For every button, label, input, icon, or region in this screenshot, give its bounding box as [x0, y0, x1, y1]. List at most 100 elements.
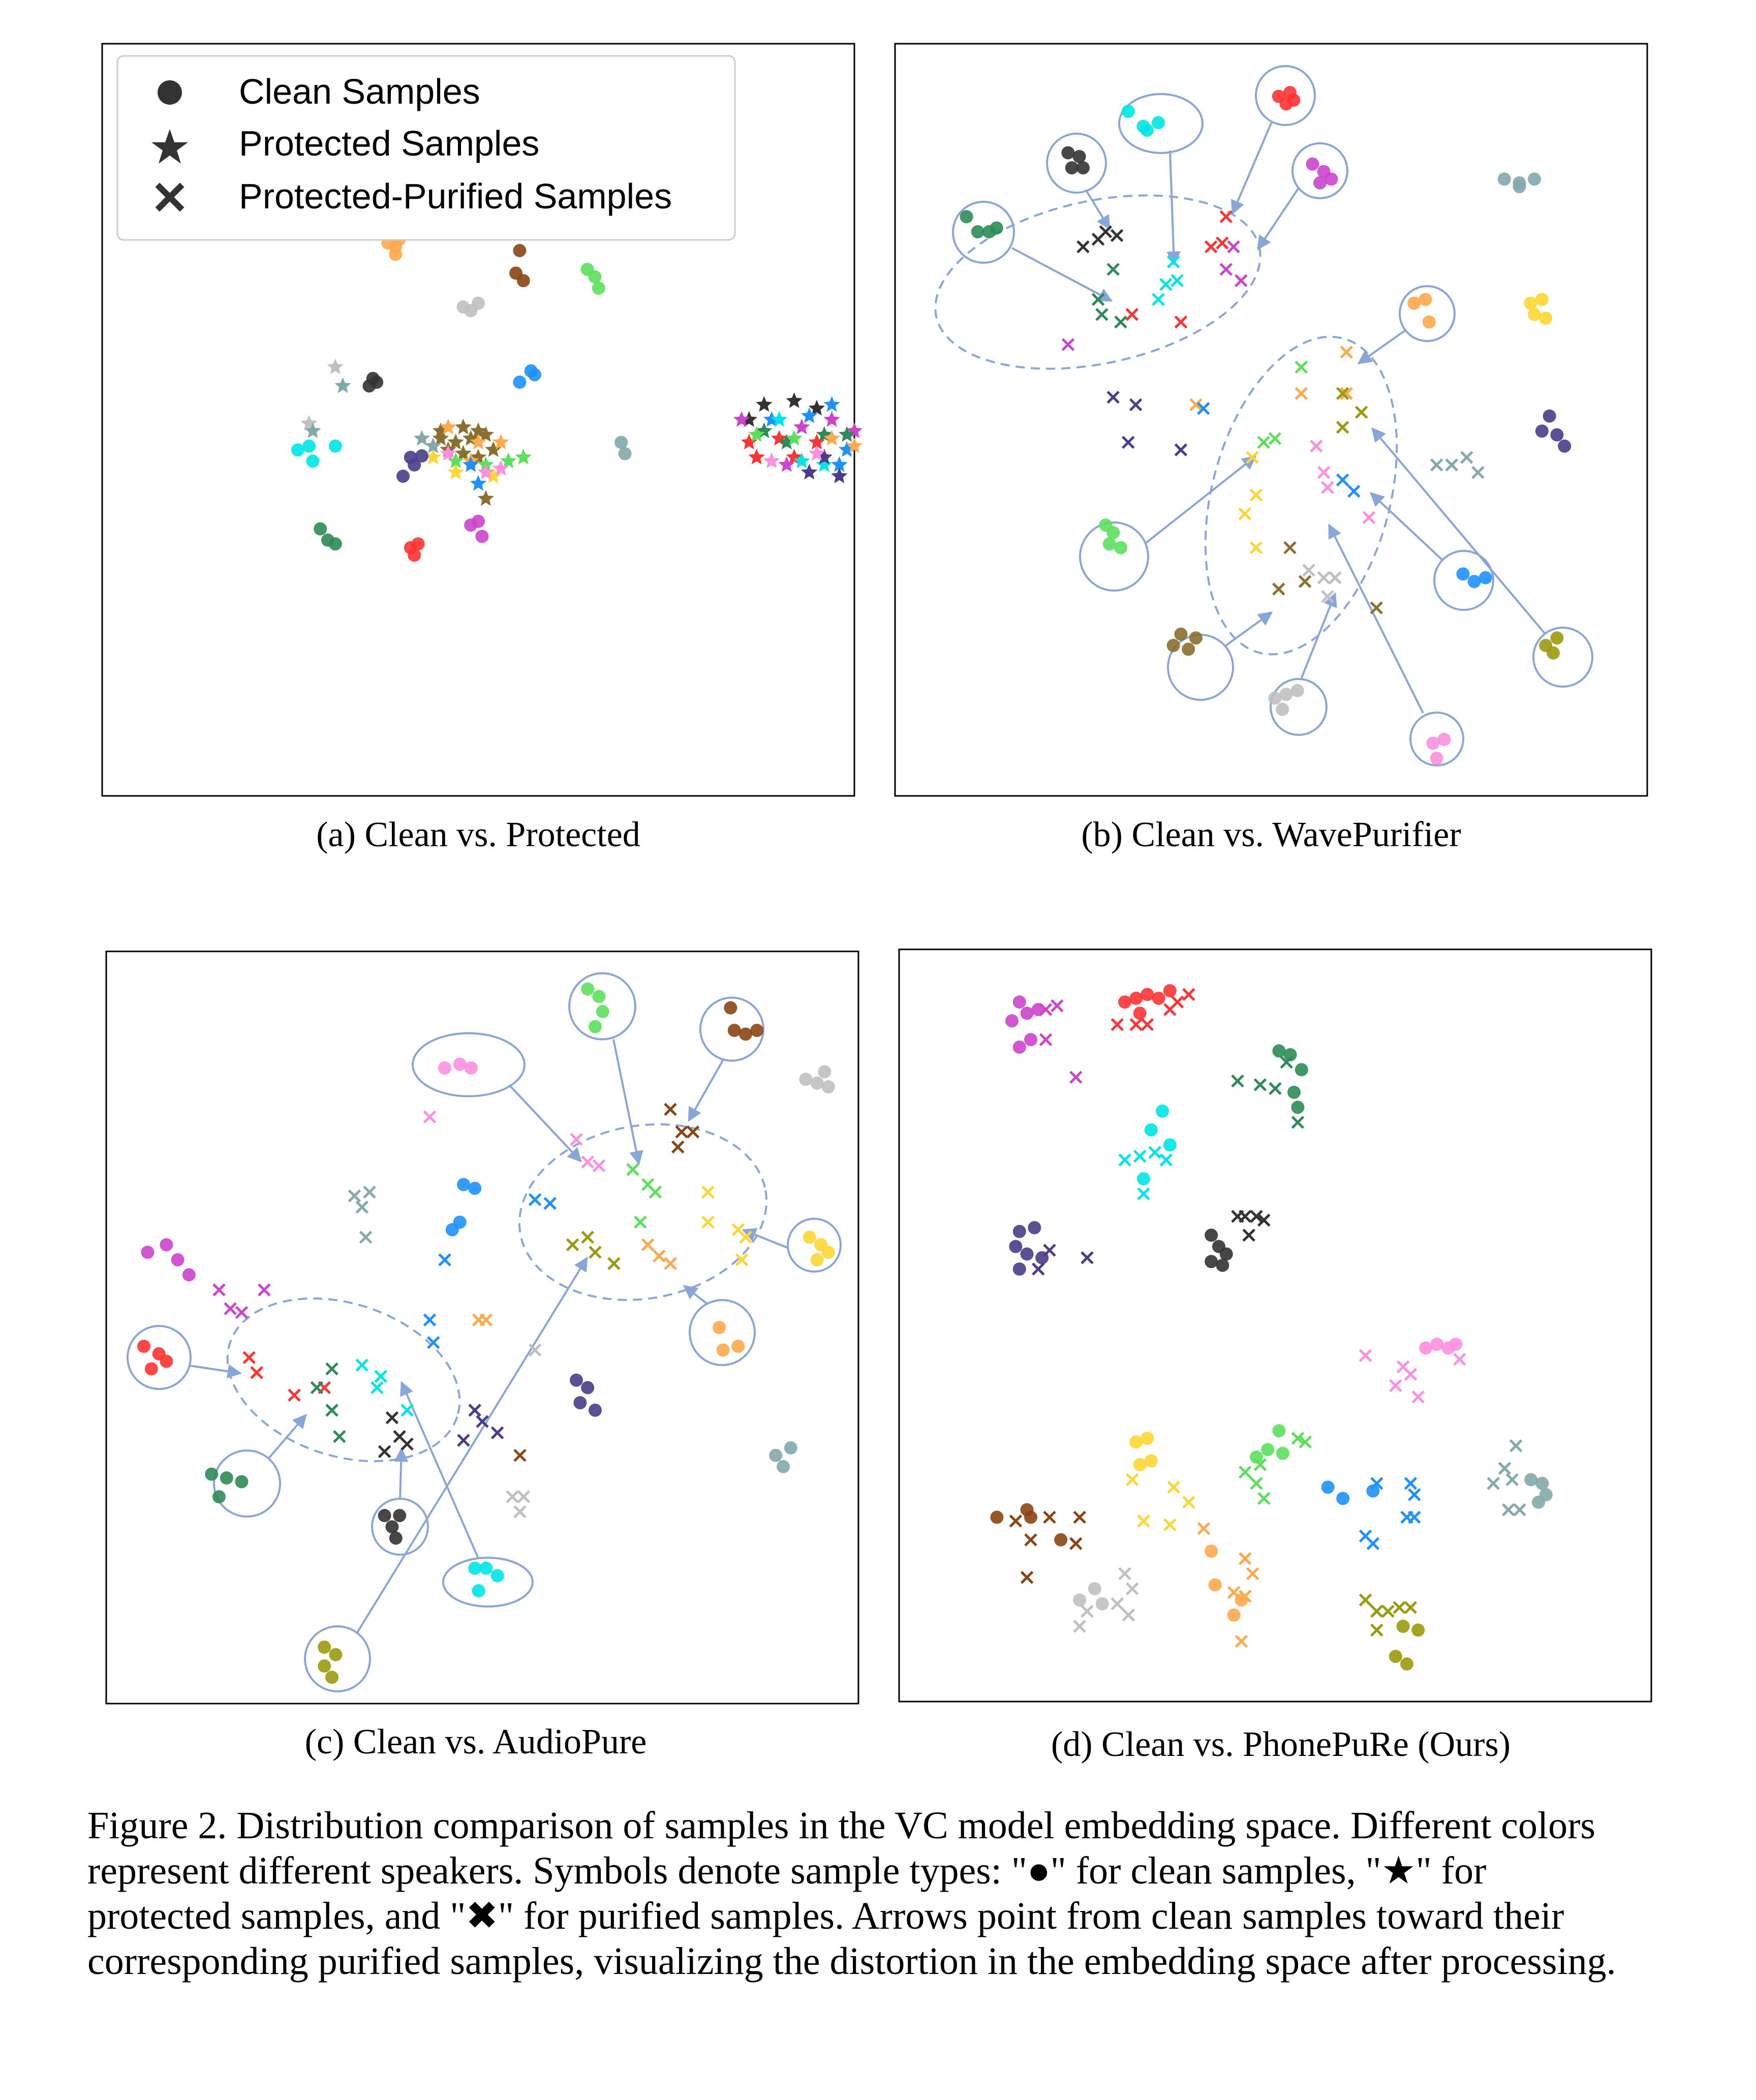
purified-sample-point [1073, 1510, 1086, 1524]
purified-sample-point [235, 1306, 249, 1319]
protected-sample-point [839, 441, 855, 457]
clean-sample-point [769, 1448, 783, 1462]
panel-c-arrow-olive [356, 1256, 588, 1633]
legend-label-clean: Clean Samples [239, 72, 480, 111]
clean-sample-point [389, 1531, 403, 1545]
purified-sample-point [1235, 1634, 1248, 1648]
purified-sample-point [1340, 346, 1353, 359]
clean-sample-point [212, 1490, 226, 1503]
purified-sample-point [1513, 1503, 1526, 1517]
purified-sample-point [1174, 443, 1188, 456]
purified-sample-point [1043, 1244, 1056, 1257]
purified-sample-point [1170, 995, 1184, 1009]
panel-c-dashed-cluster-right [518, 1123, 768, 1301]
clean-sample-point [1072, 150, 1086, 163]
clean-sample-point [1012, 1225, 1026, 1238]
clean-sample-point [1524, 296, 1537, 310]
legend-label-protected: Protected Samples [239, 123, 539, 163]
legend-star-marker [151, 129, 188, 164]
clean-sample-point [472, 514, 485, 528]
panel-c-ring-olive [304, 1625, 371, 1692]
purified-sample-point [1024, 1533, 1037, 1547]
clean-sample-point [205, 1467, 219, 1481]
clean-sample-point [614, 436, 628, 449]
figure-caption-line: Figure 2. Distribution comparison of sam… [87, 1804, 1595, 1847]
clean-sample-point [415, 449, 428, 463]
panel-c-arrow-green [267, 1413, 307, 1460]
purified-sample-point [1106, 390, 1120, 404]
clean-sample-point [724, 1001, 737, 1014]
purified-sample-point [1137, 1187, 1150, 1200]
clean-sample-point [592, 990, 606, 1003]
panel-c-arrow-brown [688, 1059, 724, 1122]
panel-d-frame [898, 948, 1652, 1703]
purified-sample-point [1336, 473, 1349, 487]
clean-sample-point [475, 530, 489, 543]
legend-circle-marker [158, 80, 182, 105]
clean-sample-point [1208, 1578, 1222, 1592]
purified-sample-point [1166, 255, 1180, 268]
panel-c-arrow-red [189, 1364, 242, 1379]
clean-sample-point [1290, 684, 1304, 697]
purified-sample-point [1336, 421, 1349, 434]
clean-sample-point [453, 1058, 467, 1071]
purified-sample-point [1076, 240, 1090, 254]
clean-sample-point [1306, 157, 1319, 171]
clean-sample-point [589, 1403, 602, 1417]
clean-sample-point [1437, 733, 1451, 746]
clean-sample-point [1152, 992, 1165, 1005]
panel-c-arrow-pink [508, 1084, 582, 1163]
purified-sample-point [1280, 1056, 1293, 1069]
clean-sample-point [160, 1354, 173, 1368]
clean-sample-point [513, 244, 527, 257]
purified-sample-point [1126, 1473, 1139, 1487]
clean-sample-point [1524, 1473, 1538, 1487]
clean-sample-point [318, 1659, 331, 1673]
clean-sample-point [1313, 176, 1327, 190]
clean-sample-point [1054, 1533, 1068, 1547]
purified-sample-point [1359, 1349, 1372, 1362]
purified-sample-point [607, 1257, 621, 1270]
panel-b-ring-pink [1409, 712, 1464, 766]
purified-sample-point [1111, 1018, 1124, 1031]
clean-sample-point [314, 522, 327, 536]
clean-sample-point [1140, 123, 1154, 137]
clean-sample-point [1121, 105, 1135, 118]
purified-sample-point [1460, 451, 1473, 464]
panel-c-ring-brown [699, 997, 764, 1062]
purified-sample-point [1118, 1567, 1131, 1581]
protected-sample-point [839, 426, 855, 442]
protected-sample-point [793, 418, 810, 435]
protected-sample-point [425, 449, 442, 465]
purified-sample-point [1295, 387, 1308, 400]
panel-c-ring-cyan [442, 1557, 534, 1608]
protected-sample-point [455, 445, 472, 461]
purified-sample-point [359, 1230, 373, 1244]
clean-sample-point [1133, 1006, 1147, 1020]
purified-sample-point [401, 1437, 414, 1451]
legend: Clean Samples Protected Samples Protecte… [116, 55, 736, 241]
panel-d-points [990, 984, 1553, 1671]
purified-sample-point [1069, 1537, 1083, 1550]
clean-sample-point [581, 1381, 595, 1395]
purified-sample-point [1336, 387, 1349, 400]
purified-sample-point [1242, 1228, 1255, 1242]
protected-sample-point [823, 396, 840, 412]
purified-sample-point [1152, 293, 1165, 306]
purified-sample-point [1453, 1352, 1466, 1366]
protected-sample-point [748, 449, 765, 465]
clean-sample-point [389, 248, 403, 261]
clean-sample-point [1547, 646, 1560, 660]
purified-sample-point [374, 1370, 387, 1383]
clean-sample-point [464, 1061, 478, 1075]
purified-sample-point [1253, 1078, 1267, 1092]
protected-sample-point [823, 430, 840, 446]
panel-c-ring-yellow [787, 1218, 842, 1273]
clean-sample-point [1028, 1221, 1041, 1234]
protected-sample-point [831, 468, 848, 483]
purified-sample-point [1404, 1477, 1418, 1490]
clean-sample-point [960, 210, 973, 224]
purified-sample-point [325, 1404, 338, 1417]
clean-sample-point [971, 225, 984, 238]
purified-sample-point [1141, 1018, 1154, 1031]
